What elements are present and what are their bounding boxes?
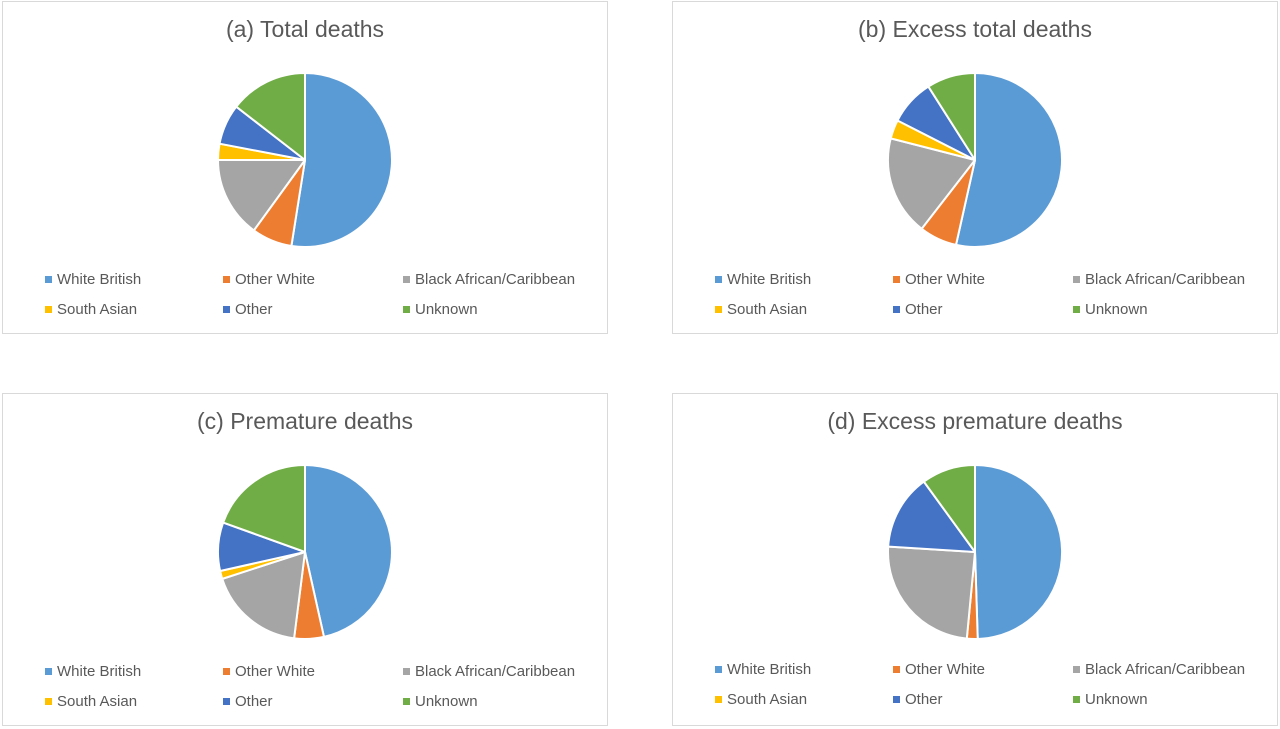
legend-swatch [223,698,230,705]
legend-swatch [893,276,900,283]
legend-label: Unknown [1085,301,1148,318]
legend-swatch [1073,666,1080,673]
legend-swatch [403,276,410,283]
legend-swatch [223,306,230,313]
legend-swatch [715,696,722,703]
chart-panel-excess-premature-deaths: (d) Excess premature deaths White Britis… [672,393,1278,726]
pie-slice-unknown [222,464,306,553]
pie-slice-white-british [290,72,393,248]
chart-panel-total-deaths: (a) Total deaths White British Other Whi… [2,1,608,334]
legend-swatch [1073,306,1080,313]
chart-title: (d) Excess premature deaths [827,408,1123,434]
pie-slice-black-african-caribbean [887,545,976,640]
chart-panel-excess-total-deaths: (b) Excess total deaths White British Ot… [672,1,1278,334]
pie-chart [886,72,1063,248]
legend-swatch [893,696,900,703]
pie-slice-white-british [955,72,1063,248]
pie-chart [887,464,1064,641]
pie-chart [217,72,393,248]
legend-swatch [1073,276,1080,283]
pie-slice-unknown [922,464,976,553]
pie-slice-white-british [304,464,393,638]
legend-label: Black African/Caribbean [415,663,576,680]
legend-label: White British [727,271,812,288]
legend-swatch [893,306,900,313]
legend-swatch [45,668,52,675]
legend-swatch [45,276,52,283]
legend-swatch [223,668,230,675]
legend-swatch [715,276,722,283]
legend-label: Other [235,693,273,710]
legend-label: Other [905,301,943,318]
legend-label: Unknown [1085,691,1148,708]
legend-label: Other White [235,663,316,680]
legend-label: Other White [905,271,986,288]
legend-label: South Asian [727,691,808,708]
pie-slice-black-african-caribbean [221,551,306,640]
legend-swatch [403,698,410,705]
chart-title: (a) Total deaths [225,16,385,42]
pie-slice-black-african-caribbean [886,137,976,230]
pie-slice-unknown [927,72,976,161]
legend-label: Other White [235,271,316,288]
legend-label: Black African/Caribbean [1085,661,1246,678]
legend-label: White British [57,271,142,288]
chart-panel-premature-deaths: (c) Premature deaths White British Other… [2,393,608,726]
pie-slice-other [887,480,976,553]
legend-label: White British [727,661,812,678]
legend-label: Black African/Caribbean [415,271,576,288]
legend-swatch [403,668,410,675]
chart-title: (c) Premature deaths [196,408,414,434]
chart-title: (b) Excess total deaths [858,16,1092,42]
legend-label: Unknown [415,693,478,710]
pie-slice-white-british [974,464,1064,640]
legend-swatch [45,698,52,705]
legend-label: South Asian [57,693,138,710]
legend-swatch [403,306,410,313]
legend-swatch [715,306,722,313]
legend-swatch [223,276,230,283]
legend-label: Other [235,301,273,318]
pie-chart [217,464,393,640]
legend-label: Other White [905,661,986,678]
legend-swatch [45,306,52,313]
legend-label: Unknown [415,301,478,318]
legend-label: South Asian [57,301,138,318]
legend-label: South Asian [727,301,808,318]
legend-swatch [893,666,900,673]
legend-label: Black African/Caribbean [1085,271,1246,288]
legend-label: White British [57,663,142,680]
legend-label: Other [905,691,943,708]
pie-slice-black-african-caribbean [217,159,306,232]
legend-swatch [715,666,722,673]
pie-slice-unknown [235,72,306,161]
legend-swatch [1073,696,1080,703]
